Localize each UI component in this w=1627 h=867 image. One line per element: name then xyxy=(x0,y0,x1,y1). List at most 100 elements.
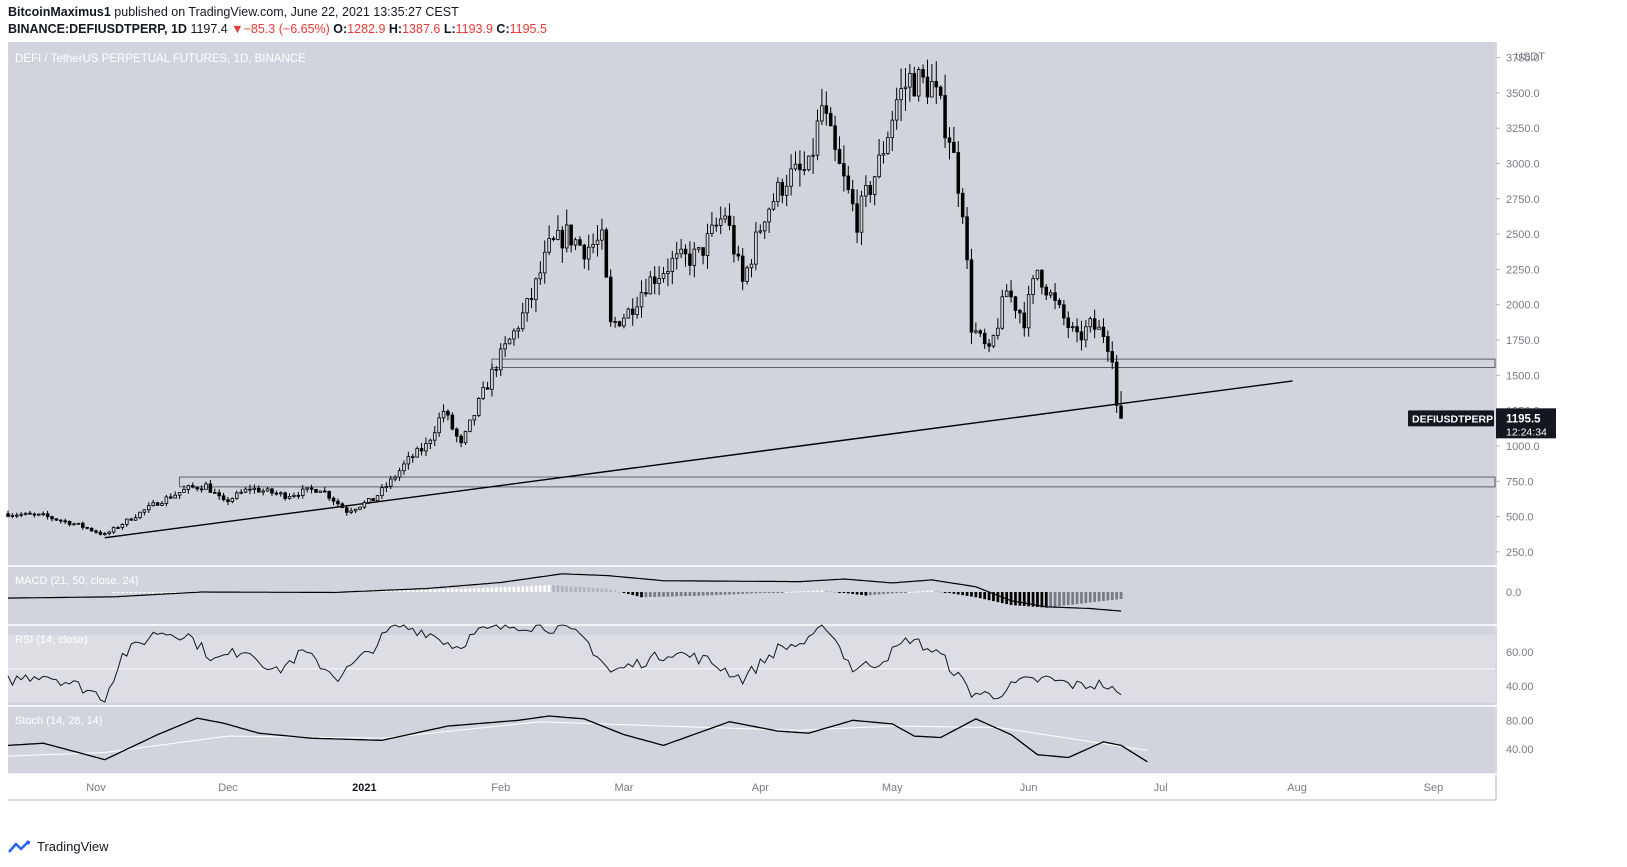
candle-body xyxy=(982,332,987,345)
candle-body xyxy=(960,192,965,218)
candle xyxy=(89,527,94,532)
candle xyxy=(498,343,503,377)
candle xyxy=(10,513,15,519)
candle-body xyxy=(318,490,323,493)
candle-body xyxy=(252,487,257,491)
candle xyxy=(551,236,556,242)
candle xyxy=(1097,320,1101,330)
candle xyxy=(309,484,314,494)
candle xyxy=(745,265,749,285)
candle xyxy=(833,115,837,162)
candle-body xyxy=(815,120,820,156)
price-tick-label: 1500.0 xyxy=(1506,370,1540,382)
candle-body xyxy=(925,76,930,98)
macd-bar xyxy=(908,592,912,594)
candle xyxy=(287,493,292,500)
candle xyxy=(617,320,622,327)
candle xyxy=(525,297,529,322)
rsi-line xyxy=(7,624,1122,703)
macd-bar xyxy=(1027,592,1031,607)
macd-bar xyxy=(802,591,806,593)
macd-bar xyxy=(182,591,186,593)
price-tick-label: 250.0 xyxy=(1506,547,1534,559)
macd-bar xyxy=(917,591,921,593)
macd-bar xyxy=(644,592,648,598)
candle-body xyxy=(186,485,191,490)
candle-body xyxy=(613,321,617,323)
macd-bar xyxy=(143,591,146,593)
candle-body xyxy=(353,508,358,512)
candle-body xyxy=(600,229,604,241)
price-tick-label: 1000.0 xyxy=(1506,441,1540,453)
candle xyxy=(591,233,595,254)
macd-bar xyxy=(1005,592,1009,605)
candle-body xyxy=(688,253,692,266)
candle-body xyxy=(921,69,925,78)
candle-body xyxy=(679,248,683,255)
macd-bar xyxy=(868,592,872,596)
candle xyxy=(50,515,54,522)
candle xyxy=(886,131,890,156)
macd-bar xyxy=(165,591,168,593)
pane-price-background xyxy=(8,42,1495,566)
candle-body xyxy=(806,155,811,171)
candle xyxy=(648,270,653,295)
candle xyxy=(613,316,617,328)
candle xyxy=(94,529,98,534)
candle xyxy=(701,247,705,265)
candle-body xyxy=(930,81,934,98)
candle xyxy=(586,234,591,271)
candle-body xyxy=(538,272,543,280)
candle xyxy=(177,492,182,500)
candle xyxy=(635,296,639,319)
candle xyxy=(1053,283,1057,310)
candle-body xyxy=(736,253,741,257)
candle-body xyxy=(855,203,859,233)
candle-body xyxy=(630,308,635,315)
candle-body xyxy=(10,515,15,517)
author-name[interactable]: BitcoinMaximus1 xyxy=(8,5,111,19)
candle xyxy=(899,68,903,122)
candle-body xyxy=(512,330,516,340)
candle-body xyxy=(903,86,908,89)
candle-body xyxy=(1044,286,1049,296)
candle xyxy=(454,427,459,443)
candle-body xyxy=(793,163,798,170)
macd-bar xyxy=(838,592,841,594)
candle xyxy=(877,138,881,179)
macd-bar xyxy=(978,592,982,599)
candle xyxy=(573,237,578,251)
candle-body xyxy=(459,435,463,444)
macd-bar xyxy=(609,589,613,593)
candle xyxy=(740,248,745,291)
candle-body xyxy=(802,169,807,172)
candle xyxy=(921,64,925,84)
candle-body xyxy=(820,105,824,122)
macd-bar xyxy=(873,592,877,595)
candle-body xyxy=(1062,304,1066,319)
candle-body xyxy=(776,181,780,202)
candle xyxy=(595,225,600,257)
macd-bar xyxy=(1075,592,1079,605)
candle xyxy=(736,245,741,261)
candle-body xyxy=(235,492,239,499)
footer-brand[interactable]: TradingView xyxy=(8,839,109,854)
candle xyxy=(331,496,336,506)
candle-body xyxy=(965,216,969,261)
candle-body xyxy=(23,512,28,515)
candle-body xyxy=(604,229,609,278)
macd-bar xyxy=(613,590,617,593)
candle-body xyxy=(204,483,208,490)
candle xyxy=(410,453,415,463)
candle xyxy=(72,522,76,526)
candle xyxy=(855,189,859,244)
candle-body xyxy=(850,189,855,205)
candle xyxy=(679,238,683,259)
macd-bar xyxy=(169,591,173,593)
candles xyxy=(6,59,1123,536)
open-value: 1282.9 xyxy=(347,22,386,36)
candle-body xyxy=(938,86,943,96)
candle-body xyxy=(1031,278,1035,295)
candle-body xyxy=(569,224,573,246)
